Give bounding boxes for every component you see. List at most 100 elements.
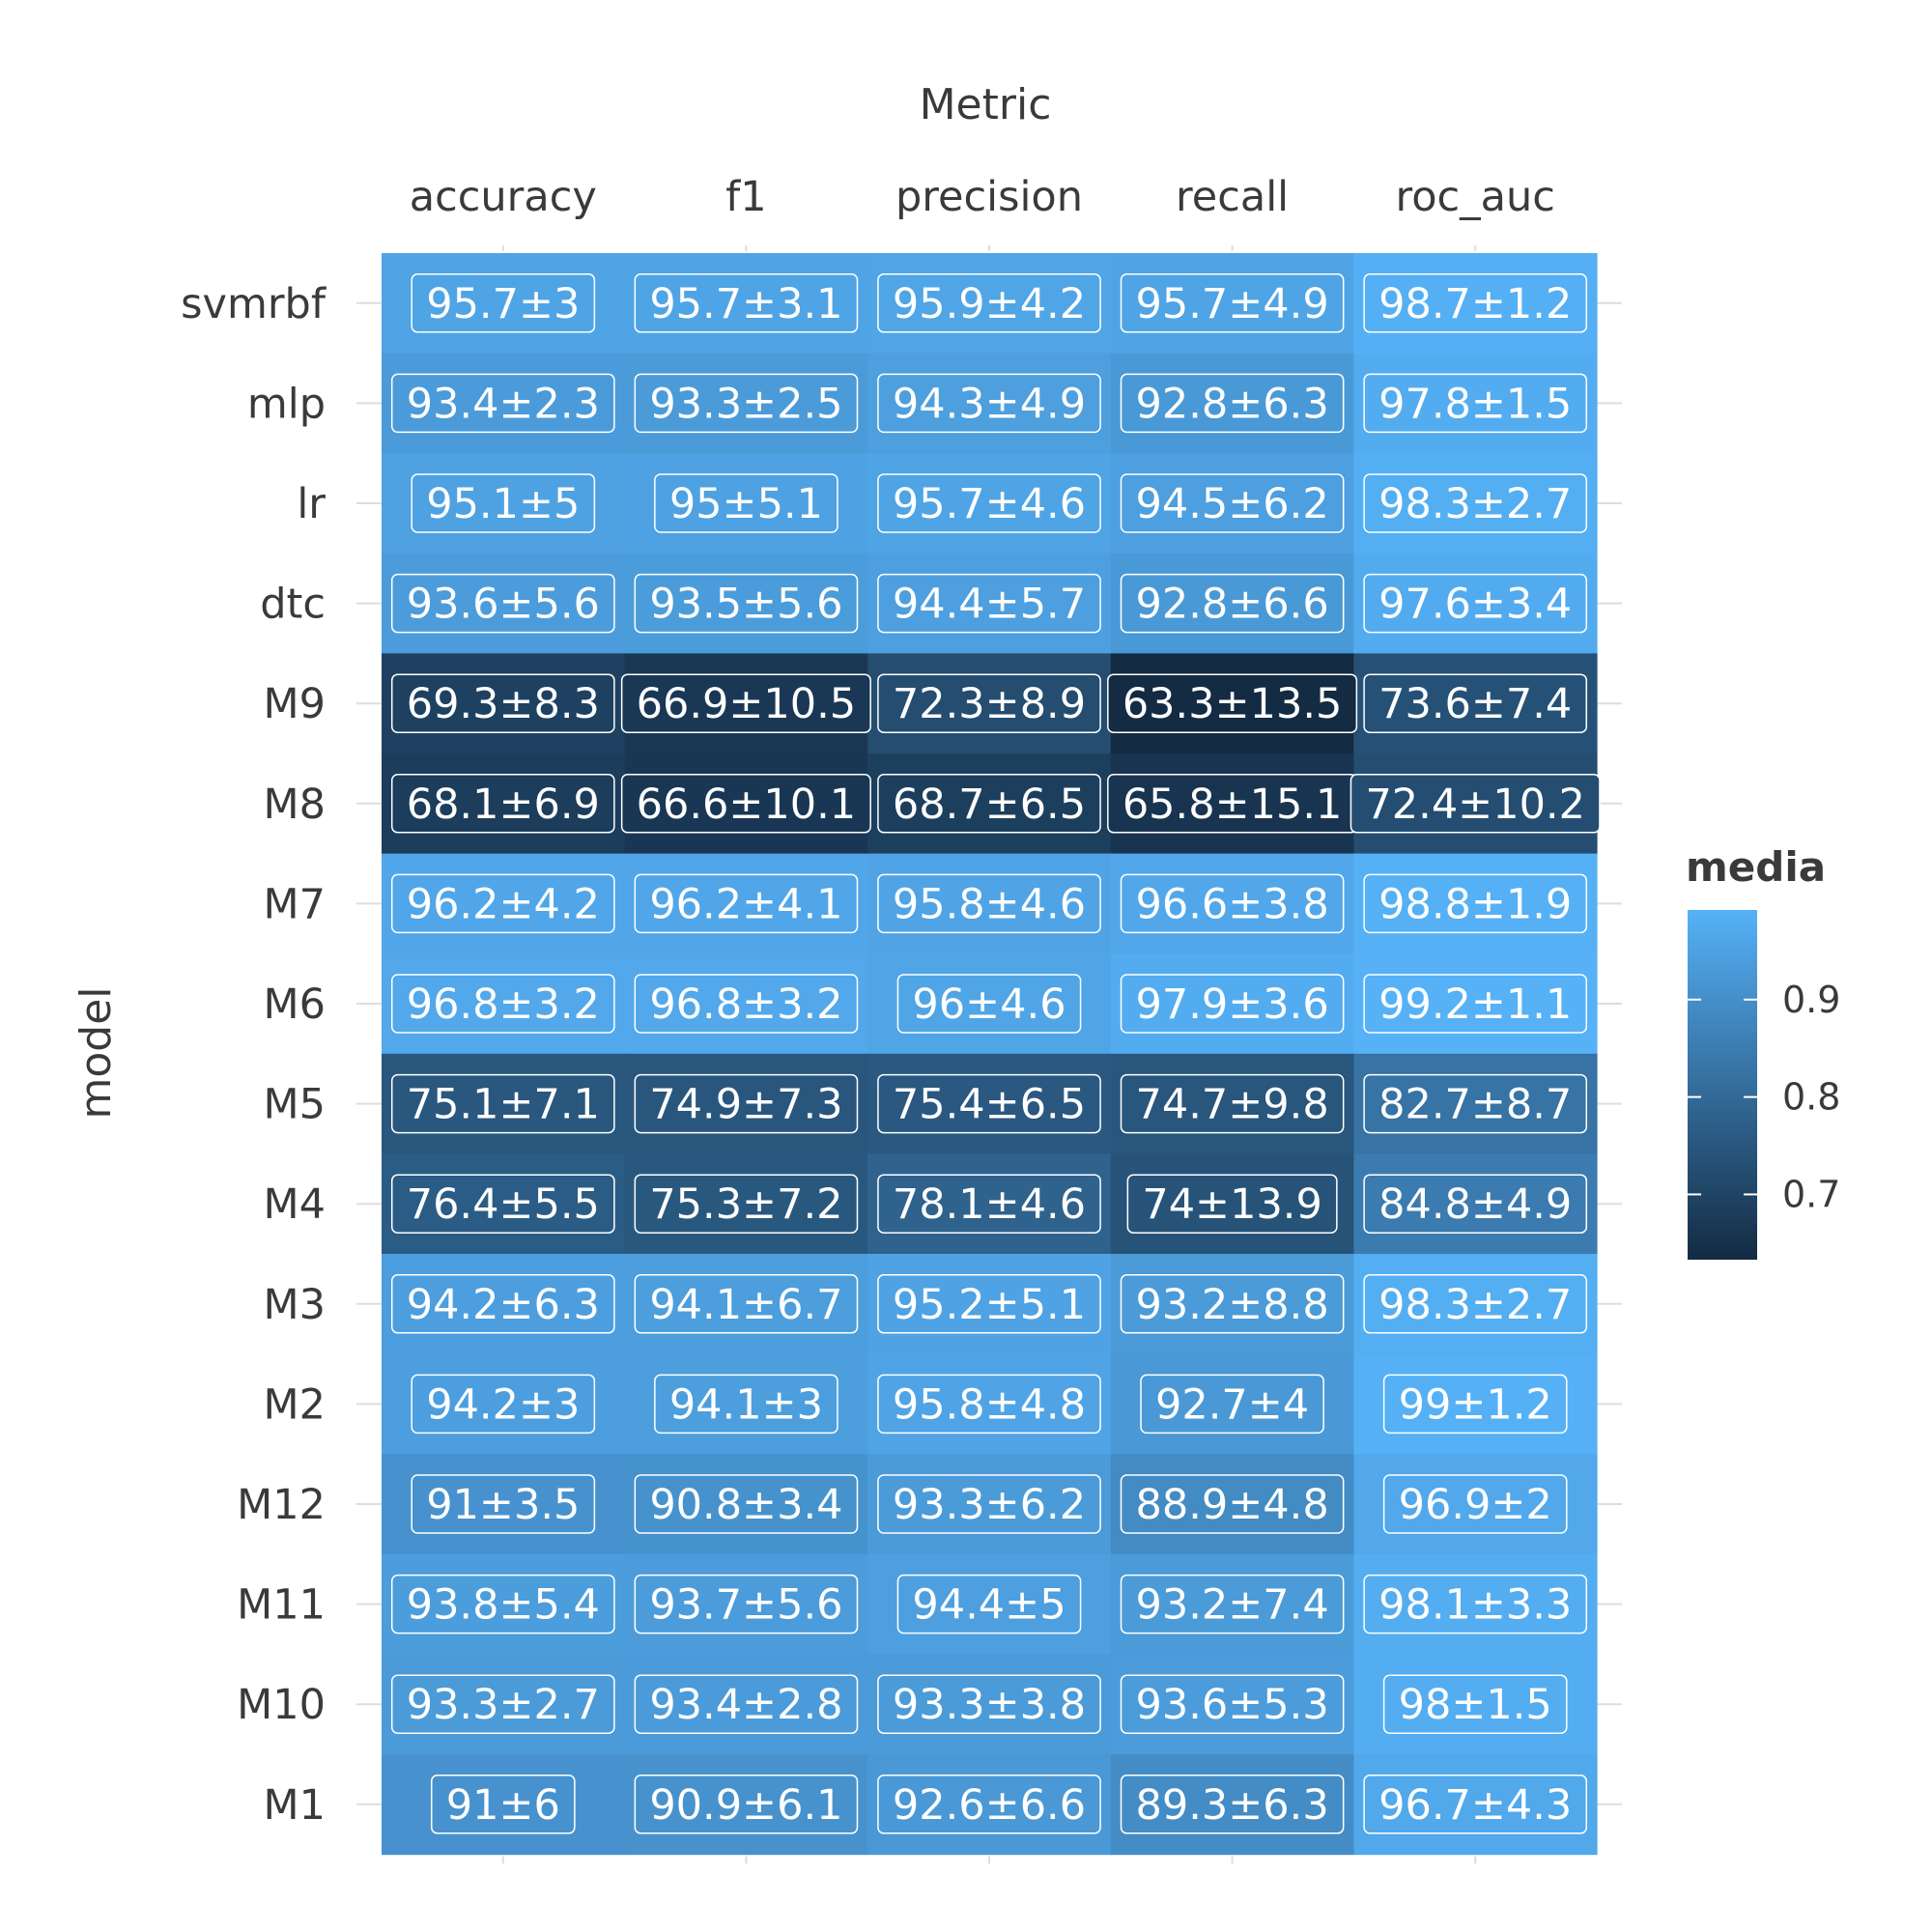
color-legend: media 0.9 0.8 0.7 <box>1686 843 1840 1260</box>
cell-label: 69.3±8.3 <box>407 680 600 728</box>
cell-label-box <box>1120 1073 1345 1134</box>
cell-label-box <box>1363 573 1588 634</box>
cell-label-box <box>877 1073 1101 1134</box>
cell-label: 93.5±5.6 <box>649 581 842 629</box>
cell-label: 75.4±6.5 <box>893 1081 1086 1129</box>
cell-label: 95±5.1 <box>669 480 823 528</box>
x-axis: accuracy f1 precision recall roc_auc <box>410 173 1555 221</box>
cell-label: 97.9±3.6 <box>1136 980 1329 1029</box>
cell-label-box <box>411 1374 596 1435</box>
cell-label-box <box>634 273 859 333</box>
cell-label-box <box>896 974 1082 1034</box>
cell-label: 91±3.5 <box>426 1481 580 1529</box>
cell-label: 73.6±7.4 <box>1378 680 1572 728</box>
cell-label-box <box>877 1775 1101 1834</box>
x-tick-label: recall <box>1176 173 1289 221</box>
cell-label-box <box>1382 1474 1568 1534</box>
cell-label-box <box>877 473 1101 533</box>
x-tick-label: precision <box>895 173 1083 221</box>
y-tick-label: M8 <box>264 781 326 829</box>
cell-label-box <box>1382 1374 1568 1435</box>
cell-label-box <box>877 1274 1101 1334</box>
cell-label: 63.3±13.5 <box>1122 680 1343 728</box>
cell-label-box <box>1382 1674 1568 1734</box>
cell-label-box <box>877 1174 1101 1234</box>
cell-label-box <box>1350 774 1601 834</box>
cell-label: 92.8±6.6 <box>1136 581 1329 629</box>
cell-label: 92.6±6.6 <box>893 1781 1086 1830</box>
x-axis-title: Metric <box>920 80 1052 129</box>
cell-label: 98±1.5 <box>1399 1681 1552 1729</box>
cell-label-box <box>877 1374 1101 1435</box>
cell-label: 93.3±2.7 <box>407 1681 600 1729</box>
cell-label: 95.2±5.1 <box>893 1281 1086 1329</box>
cell-label: 75.1±7.1 <box>407 1081 600 1129</box>
y-tick-label: M7 <box>264 880 326 928</box>
cell-label: 96.2±4.2 <box>407 880 600 928</box>
cell-label-box <box>620 673 871 733</box>
cell-label-box <box>1120 473 1345 533</box>
cell-label-box <box>1363 974 1588 1034</box>
cell-label: 65.8±15.1 <box>1122 781 1343 829</box>
cell-label: 96.9±2 <box>1399 1481 1552 1529</box>
cell-label-box <box>877 273 1101 333</box>
y-tick-label: M11 <box>237 1581 326 1630</box>
cell-label: 84.8±4.9 <box>1378 1180 1572 1229</box>
y-tick-label: M1 <box>264 1781 326 1830</box>
y-tick-label: M12 <box>237 1481 326 1529</box>
cell-label-box <box>430 1775 576 1834</box>
cell-label-box <box>654 473 838 533</box>
cell-label: 94.1±3 <box>669 1380 823 1429</box>
cell-label-box <box>1120 1775 1345 1834</box>
cell-label-box <box>877 373 1101 434</box>
cell-label: 78.1±4.6 <box>893 1180 1086 1229</box>
cell-label: 94.4±5.7 <box>893 581 1086 629</box>
y-tick-label: lr <box>297 480 326 528</box>
cell-label-box <box>1363 1274 1588 1334</box>
cell-label-box <box>390 873 615 934</box>
cell-label-box <box>634 873 859 934</box>
y-tick-label: M4 <box>264 1180 326 1229</box>
cell-label: 95.8±4.6 <box>893 880 1086 928</box>
cell-label: 96.8±3.2 <box>649 980 842 1029</box>
cell-label-box <box>390 1174 615 1234</box>
cell-label: 97.8±1.5 <box>1378 380 1572 428</box>
cell-label: 93.4±2.3 <box>407 380 600 428</box>
y-tick-label: M10 <box>237 1681 326 1729</box>
cell-label-box <box>1120 573 1345 634</box>
x-tick-label: f1 <box>725 173 767 221</box>
legend-tick-label: 0.9 <box>1782 979 1840 1021</box>
cell-label: 99±1.2 <box>1399 1380 1552 1429</box>
cell-label-box <box>634 1073 859 1134</box>
x-tick-label: roc_auc <box>1395 173 1554 221</box>
cell-label: 74.7±9.8 <box>1136 1081 1329 1129</box>
cell-label: 93.6±5.6 <box>407 581 600 629</box>
cell-label: 93.6±5.3 <box>1136 1681 1329 1729</box>
cell-label: 68.1±6.9 <box>407 781 600 829</box>
cell-label-box <box>634 1274 859 1334</box>
cell-label: 94.3±4.9 <box>893 380 1086 428</box>
cell-label-box <box>390 673 615 733</box>
y-axis-title: model <box>71 986 121 1119</box>
cell-label-box <box>877 673 1101 733</box>
cell-label-box <box>1140 1374 1324 1435</box>
cell-label: 93.7±5.6 <box>649 1581 842 1630</box>
cell-label-box <box>877 774 1101 834</box>
cell-label: 74.9±7.3 <box>649 1081 842 1129</box>
cell-label: 68.7±6.5 <box>893 781 1086 829</box>
cell-label: 98.1±3.3 <box>1378 1581 1572 1630</box>
cell-label: 92.7±4 <box>1155 1380 1309 1429</box>
y-tick-label: M3 <box>264 1281 326 1329</box>
legend-title: media <box>1686 843 1826 891</box>
cell-label-box <box>1120 1674 1345 1734</box>
cell-label-box <box>411 473 596 533</box>
y-tick-label: M2 <box>264 1380 326 1429</box>
cell-label: 96±4.6 <box>912 980 1065 1029</box>
cell-label: 66.6±10.1 <box>637 781 857 829</box>
cell-label-box <box>877 873 1101 934</box>
cell-label-box <box>1120 974 1345 1034</box>
cell-label-box <box>1107 673 1358 733</box>
cell-label-box <box>411 1474 596 1534</box>
cell-label-box <box>390 1574 615 1634</box>
